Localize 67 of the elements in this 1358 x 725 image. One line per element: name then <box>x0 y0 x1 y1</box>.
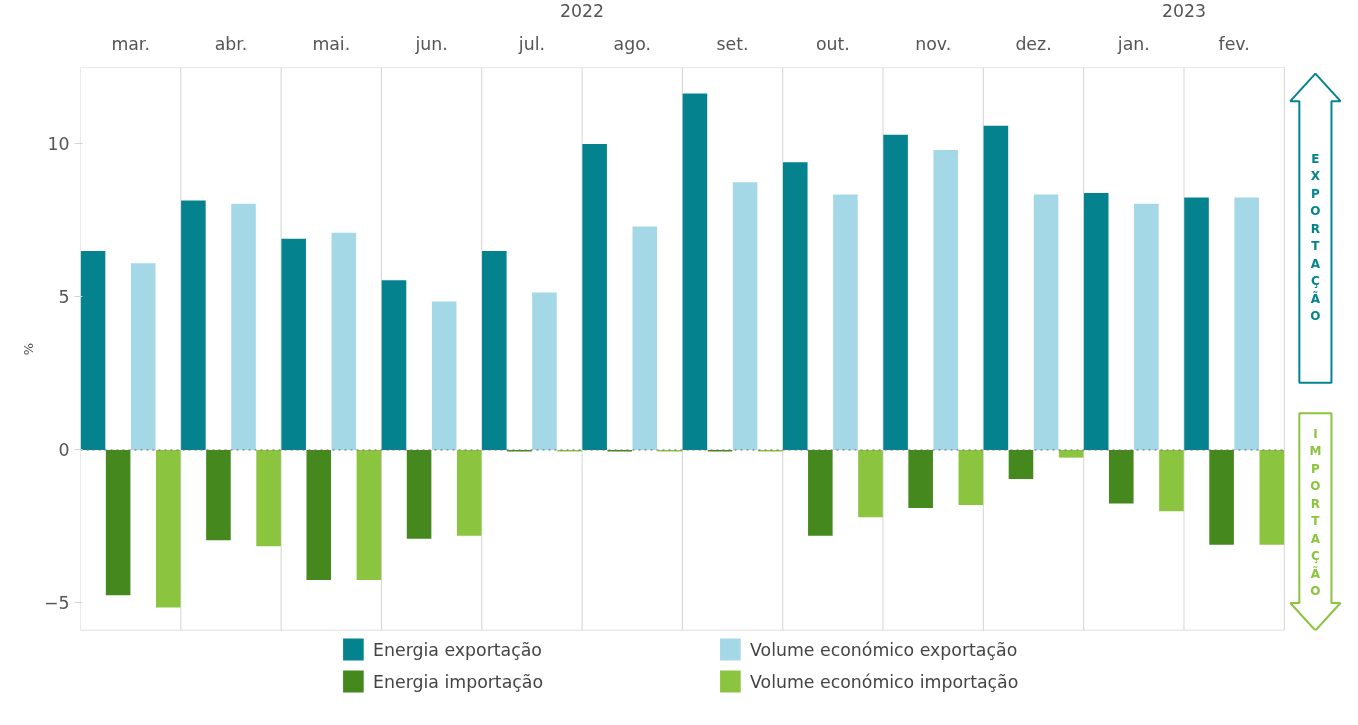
bar <box>256 449 281 547</box>
x-tick-label: abr. <box>214 33 248 54</box>
bar <box>105 449 131 596</box>
bar <box>206 449 231 541</box>
bar <box>281 238 306 450</box>
x-tick-label: dez. <box>1015 33 1052 54</box>
bar <box>732 182 758 450</box>
bar <box>933 150 959 450</box>
x-tick-label: mai. <box>312 33 351 54</box>
bar <box>155 449 181 608</box>
bar <box>782 162 808 450</box>
legend-label: Volume económico importação <box>750 671 1019 692</box>
text: EXPORTAÇÃO <box>1310 151 1321 324</box>
bar <box>858 449 883 518</box>
bar <box>1209 449 1234 545</box>
text: 2022 <box>560 0 605 21</box>
bar <box>1033 194 1059 450</box>
bar <box>808 449 833 536</box>
x-tick-label: out. <box>815 33 850 54</box>
x-tick-label: ago. <box>613 33 651 54</box>
bar <box>356 449 382 581</box>
bar <box>406 449 432 539</box>
bar <box>958 449 984 506</box>
x-tick-label: mar. <box>111 33 150 54</box>
x-tick-label: jun. <box>414 33 448 54</box>
legend-label: Energia exportação <box>373 639 542 660</box>
bar <box>482 251 507 450</box>
bar <box>1083 192 1109 450</box>
bar <box>833 194 858 450</box>
x-tick-label: jul. <box>517 33 545 54</box>
bar <box>456 449 482 536</box>
legend-label: Energia importação <box>373 671 544 692</box>
x-tick-label: set. <box>716 33 749 54</box>
bar <box>1134 203 1159 450</box>
y-tick-label: 10 <box>47 134 70 155</box>
x-tick-label: jan. <box>1116 33 1150 54</box>
text: 2023 <box>1161 0 1207 21</box>
bar <box>381 280 407 450</box>
bar <box>632 226 658 450</box>
bar <box>431 301 457 450</box>
x-tick-label: nov. <box>915 33 952 54</box>
bar <box>130 263 156 450</box>
bar <box>80 251 106 450</box>
bar <box>1234 197 1259 450</box>
bar <box>306 449 332 581</box>
bar <box>983 125 1009 450</box>
bar <box>181 200 206 450</box>
y-axis-title: % <box>20 342 36 356</box>
bar <box>1058 449 1084 458</box>
legend-label: Volume económico exportação <box>750 639 1018 660</box>
y-tick-label: 0 <box>58 440 70 461</box>
x-tick-label: fev. <box>1218 33 1250 54</box>
y-tick-label: −5 <box>43 593 70 614</box>
bar <box>331 232 357 450</box>
bar <box>1159 449 1184 512</box>
bar <box>231 203 256 450</box>
bar <box>682 93 708 450</box>
bar <box>1109 449 1134 504</box>
y-tick-label: 5 <box>58 287 70 308</box>
bar <box>582 143 607 450</box>
bar <box>1259 449 1285 545</box>
bar <box>532 292 557 450</box>
bar <box>1184 197 1209 450</box>
text: IMPORTAÇÃO <box>1309 426 1322 599</box>
bar <box>883 134 908 450</box>
bar <box>1008 449 1034 480</box>
bar <box>908 449 933 509</box>
